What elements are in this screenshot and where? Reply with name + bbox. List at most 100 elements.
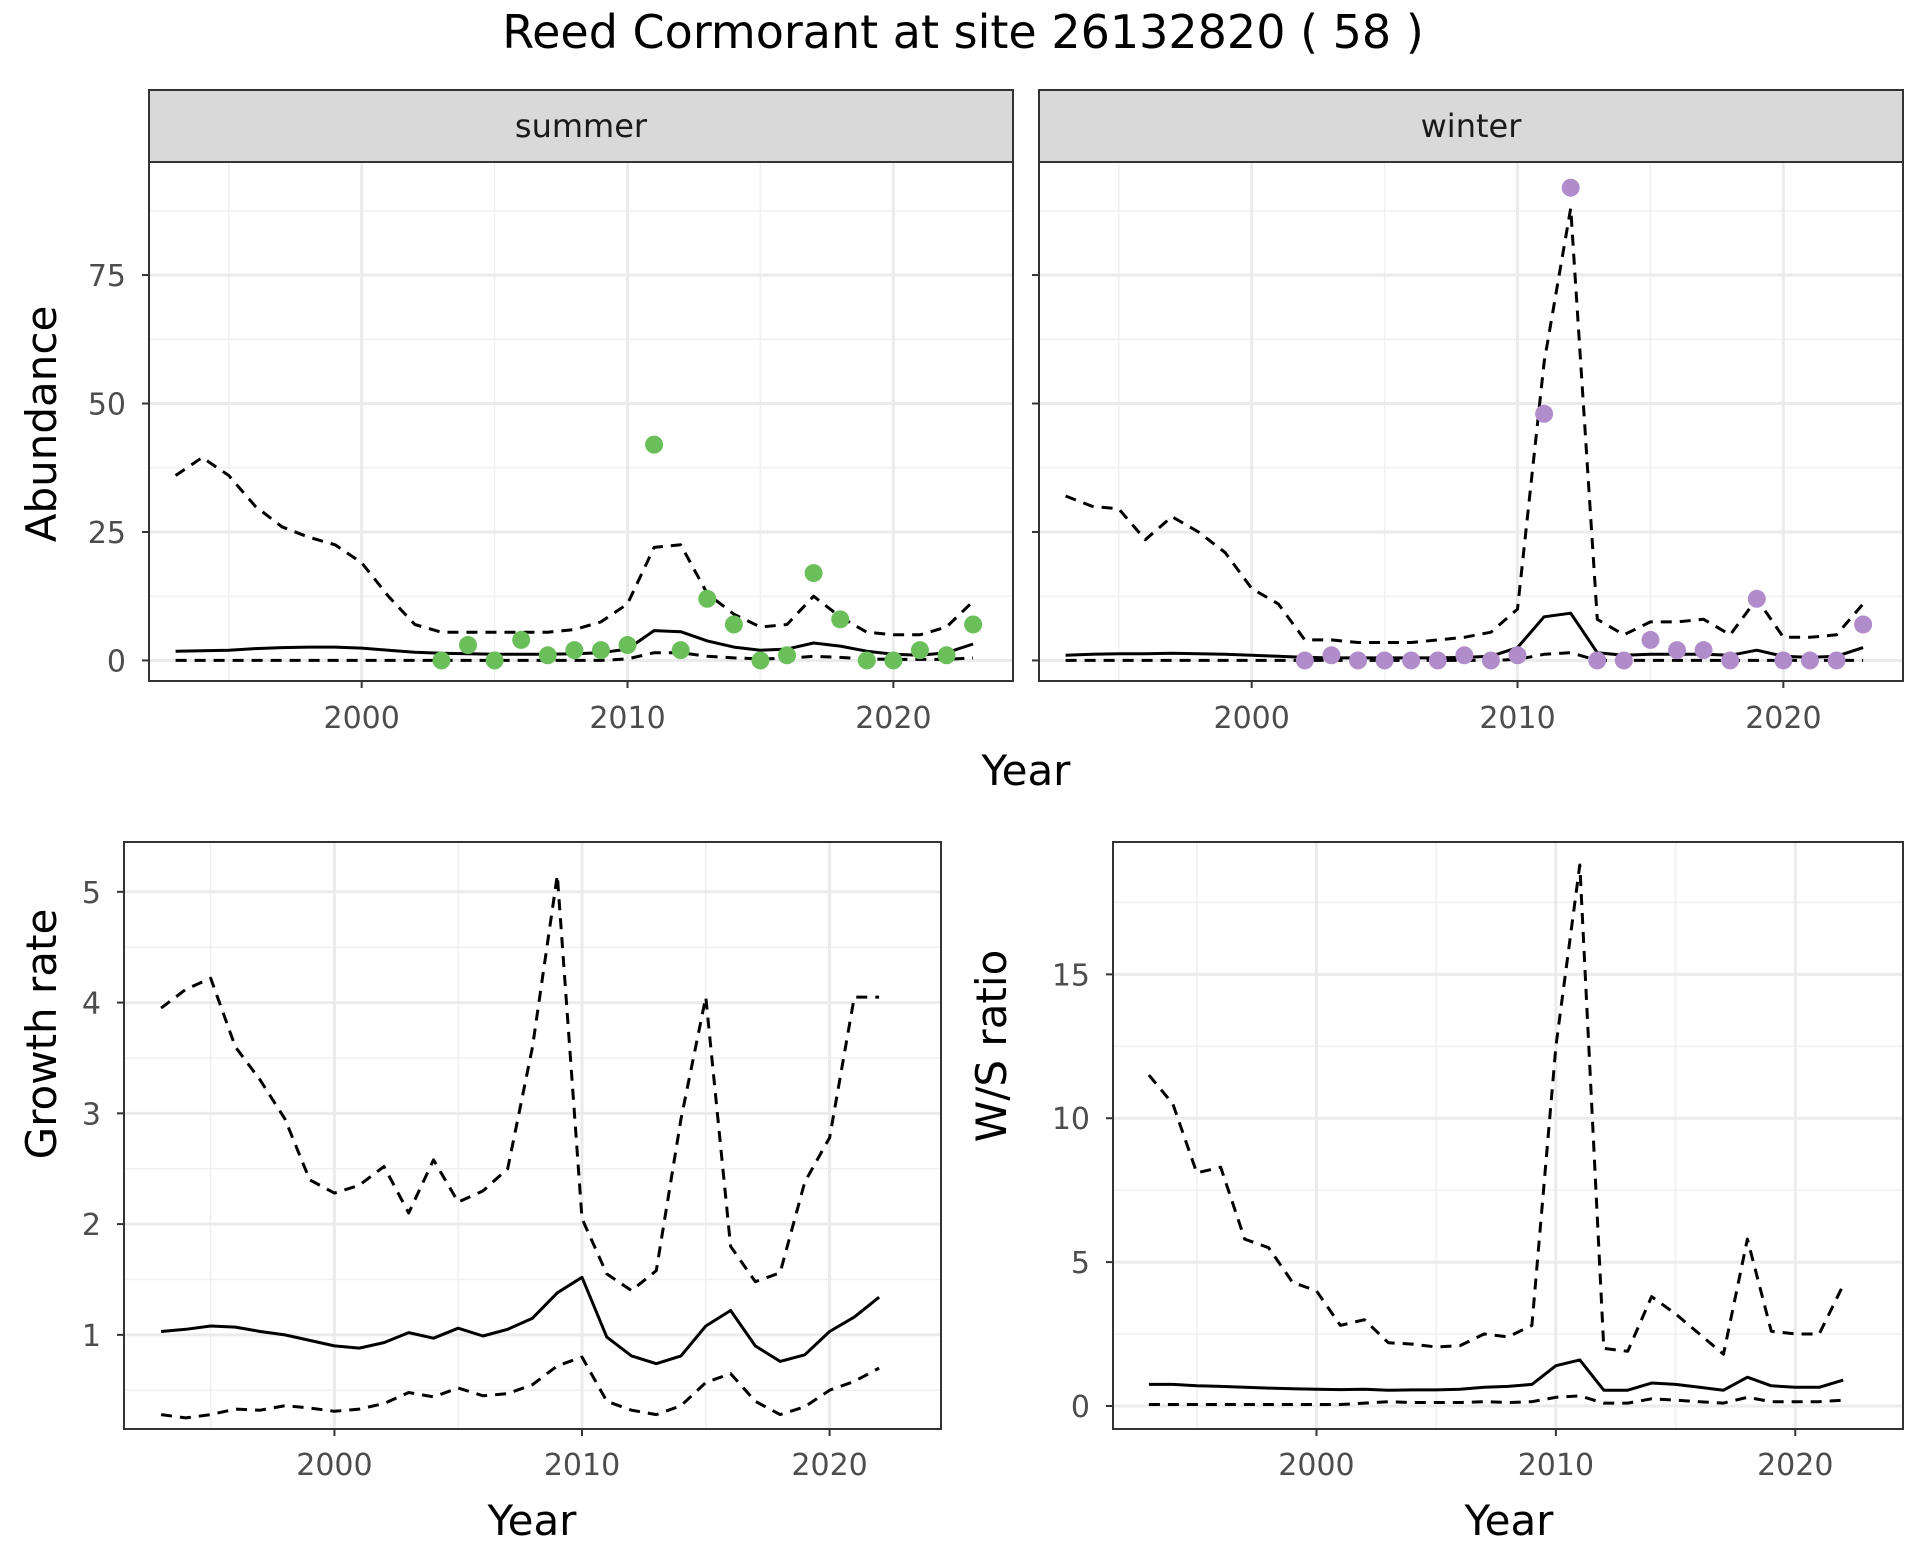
y-tick-label: 1 (82, 1319, 101, 1354)
data-point (1322, 646, 1341, 665)
data-point (645, 435, 664, 454)
data-point (1694, 641, 1713, 660)
data-point (1375, 651, 1394, 670)
strip-summer (148, 89, 1014, 163)
y-axis-title-ws-ratio: W/S ratio (967, 950, 1016, 1143)
y-tick-label: 4 (82, 987, 101, 1022)
data-point (1588, 651, 1607, 670)
x-tick-label: 2020 (855, 701, 931, 736)
x-tick-label: 2000 (1278, 1448, 1354, 1483)
series-line-solid-0 (1148, 1358, 1844, 1392)
data-point (1349, 651, 1368, 670)
panel-border (148, 161, 1014, 682)
data-point (1827, 651, 1846, 670)
y-tick-label: 5 (1071, 1246, 1090, 1281)
strip-label-summer: summer (515, 107, 648, 145)
plot-ws_ratio: 2000 2010 2020 0 5 10 15 (1052, 841, 1904, 1483)
panel-border (123, 841, 942, 1430)
y-tick-label: 75 (88, 259, 126, 294)
data-point (1295, 651, 1314, 670)
data-point (778, 646, 797, 665)
series-line-dashed-2 (160, 1355, 880, 1420)
y-tick-label: 2 (82, 1208, 101, 1243)
y-tick-label: 50 (88, 388, 126, 423)
series-group-ws_ratio (1147, 863, 1845, 1406)
panel-winter: winter (1038, 89, 1904, 163)
series-line-dashed-1 (160, 873, 880, 1293)
y-tick-label: 3 (82, 1097, 101, 1132)
x-tick-label: 2010 (589, 701, 665, 736)
data-point (1428, 651, 1447, 670)
data-point (937, 646, 956, 665)
y-tick-label: 5 (82, 876, 101, 911)
data-point (1402, 651, 1421, 670)
data-point (1481, 651, 1500, 670)
strip-winter (1038, 89, 1904, 163)
x-axis-title-shared: Year (981, 746, 1072, 795)
plot-winter: 2000 2010 2020 (1032, 161, 1904, 736)
data-point (591, 641, 610, 660)
panel-border (1112, 841, 1904, 1430)
series-line-dashed-2 (175, 651, 974, 662)
plot-summer: 2000 2010 2020 0 25 50 75 (88, 161, 1014, 736)
data-point (1641, 630, 1660, 649)
data-point (1721, 651, 1740, 670)
data-point (1854, 615, 1873, 634)
plot-growth: 2000 2010 2020 1 2 3 4 5 (82, 841, 942, 1483)
y-tick-label: 0 (107, 644, 126, 679)
series-line-dashed-2 (1148, 1394, 1844, 1406)
data-point (964, 615, 983, 634)
data-point (1614, 651, 1633, 670)
data-point (1535, 404, 1554, 423)
panel-summer: summer (148, 89, 1014, 163)
data-point (831, 610, 850, 629)
series-group-growth (160, 873, 881, 1420)
data-point (485, 651, 504, 670)
data-point (432, 651, 451, 670)
x-tick-label: 2000 (296, 1448, 372, 1483)
x-tick-label: 2010 (1518, 1448, 1594, 1483)
series-line-dashed-1 (1147, 863, 1845, 1356)
data-point (1561, 178, 1580, 197)
data-point (1455, 646, 1474, 665)
x-axis-title-ws-ratio: Year (1464, 1496, 1555, 1545)
data-point (1774, 651, 1793, 670)
data-point (618, 636, 637, 655)
x-tick-label: 2010 (544, 1448, 620, 1483)
y-tick-label: 0 (1071, 1390, 1090, 1425)
x-tick-label: 2020 (1745, 701, 1821, 736)
data-point (698, 589, 717, 608)
y-tick-label: 10 (1052, 1102, 1090, 1137)
data-point (1800, 651, 1819, 670)
figure-title: Reed Cormorant at site 26132820 ( 58 ) (502, 5, 1424, 59)
data-point (857, 651, 876, 670)
data-point (804, 564, 823, 583)
data-point (1668, 641, 1687, 660)
data-point (671, 641, 690, 660)
panel-border (1038, 161, 1904, 682)
data-point (512, 630, 531, 649)
data-point (1747, 589, 1766, 608)
data-point (751, 651, 770, 670)
x-tick-label: 2010 (1479, 701, 1555, 736)
data-point (884, 651, 903, 670)
data-point (538, 646, 557, 665)
data-point (565, 641, 584, 660)
data-point (1508, 646, 1527, 665)
x-axis-title-growth: Year (487, 1496, 578, 1545)
y-axis-title-growth: Growth rate (17, 909, 66, 1160)
y-tick-label: 15 (1052, 958, 1090, 993)
strip-label-winter: winter (1421, 107, 1523, 145)
series-line-dashed-1 (1065, 206, 1865, 644)
data-point (459, 636, 478, 655)
y-tick-label: 25 (88, 516, 126, 551)
x-tick-label: 2000 (323, 701, 399, 736)
series-line-solid-0 (160, 1275, 881, 1366)
y-axis-title-abundance: Abundance (17, 306, 66, 543)
data-point (724, 615, 743, 634)
x-tick-label: 2020 (1757, 1448, 1833, 1483)
data-point (910, 641, 929, 660)
x-tick-label: 2000 (1213, 701, 1289, 736)
x-tick-label: 2020 (791, 1448, 867, 1483)
